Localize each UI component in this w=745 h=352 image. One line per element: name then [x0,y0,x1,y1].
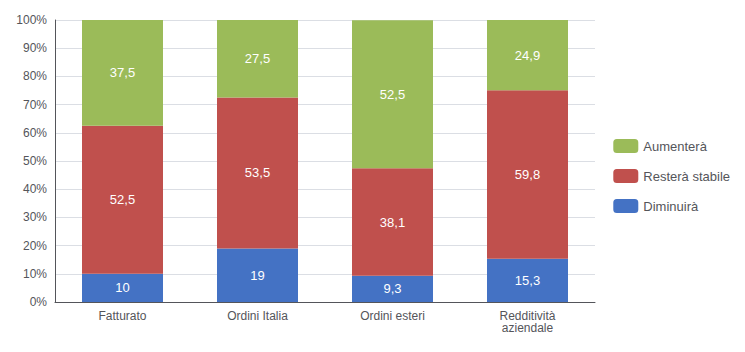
svg-text:59,8: 59,8 [515,167,540,182]
svg-text:Ordini Italia: Ordini Italia [227,309,288,323]
svg-text:Diminuirà: Diminuirà [643,199,699,214]
svg-text:80%: 80% [23,69,47,83]
svg-text:10: 10 [115,280,129,295]
svg-text:24,9: 24,9 [515,48,540,63]
svg-text:27,5: 27,5 [245,51,270,66]
svg-text:aziendale: aziendale [502,321,554,335]
svg-text:100%: 100% [16,13,47,27]
svg-text:Resterà stabile: Resterà stabile [643,169,730,184]
svg-text:15,3: 15,3 [515,273,540,288]
svg-text:52,5: 52,5 [110,192,135,207]
svg-text:90%: 90% [23,41,47,55]
svg-text:30%: 30% [23,210,47,224]
svg-text:0%: 0% [30,295,48,309]
svg-text:Redditività: Redditività [499,309,556,323]
svg-text:52,5: 52,5 [380,87,405,102]
svg-text:19: 19 [250,268,264,283]
svg-text:60%: 60% [23,126,47,140]
svg-text:53,5: 53,5 [245,165,270,180]
svg-text:50%: 50% [23,154,47,168]
svg-text:20%: 20% [23,239,47,253]
svg-text:Ordini esteri: Ordini esteri [360,309,425,323]
svg-text:40%: 40% [23,182,47,196]
svg-text:Fatturato: Fatturato [98,309,146,323]
svg-text:10%: 10% [23,267,47,281]
svg-text:Aumenterà: Aumenterà [643,139,707,154]
svg-text:37,5: 37,5 [110,65,135,80]
svg-text:70%: 70% [23,98,47,112]
svg-text:9,3: 9,3 [383,281,401,296]
svg-text:38,1: 38,1 [380,215,405,230]
